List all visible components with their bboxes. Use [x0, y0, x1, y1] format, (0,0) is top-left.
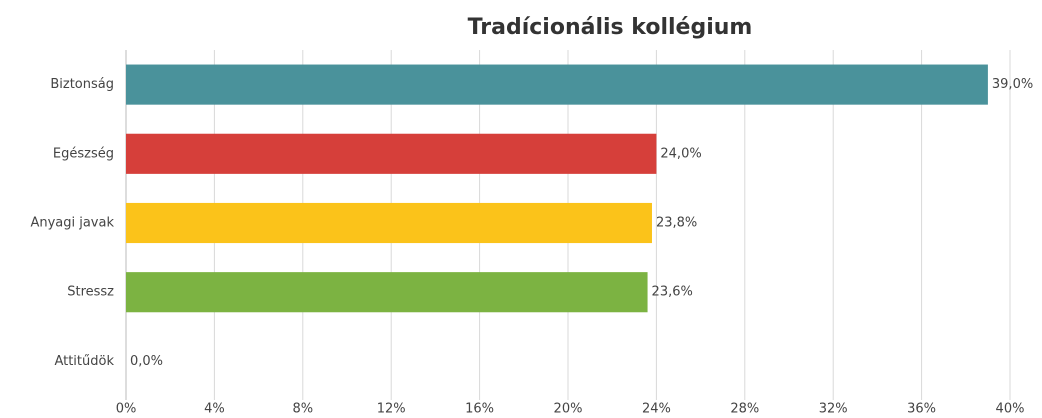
- x-tick-label: 24%: [642, 402, 671, 417]
- data-label: 23,6%: [652, 285, 693, 300]
- data-label: 0,0%: [130, 354, 163, 369]
- bar: [126, 272, 648, 313]
- x-tick-label: 28%: [730, 402, 759, 417]
- bar: [126, 64, 988, 105]
- y-tick-label: Biztonság: [50, 77, 114, 92]
- x-tick-label: 12%: [377, 402, 406, 417]
- x-tick-label: 32%: [819, 402, 848, 417]
- bar: [126, 133, 657, 174]
- data-label: 39,0%: [992, 77, 1033, 92]
- x-tick-label: 4%: [204, 402, 225, 417]
- y-tick-label: Egészség: [53, 146, 114, 161]
- bar: [126, 202, 652, 244]
- data-label: 23,8%: [656, 216, 697, 231]
- x-tick-label: 40%: [996, 402, 1025, 417]
- x-tick-label: 0%: [116, 402, 137, 417]
- x-tick-label: 20%: [554, 402, 583, 417]
- y-tick-label: Stressz: [67, 285, 114, 300]
- chart-title: Tradícionális kollégium: [468, 15, 753, 40]
- y-tick-label: Anyagi javak: [30, 216, 114, 231]
- data-label: 24,0%: [660, 146, 701, 161]
- x-tick-label: 36%: [907, 402, 936, 417]
- y-tick-label: Attitűdök: [54, 354, 114, 369]
- x-tick-label: 8%: [292, 402, 313, 417]
- x-tick-label: 16%: [465, 402, 494, 417]
